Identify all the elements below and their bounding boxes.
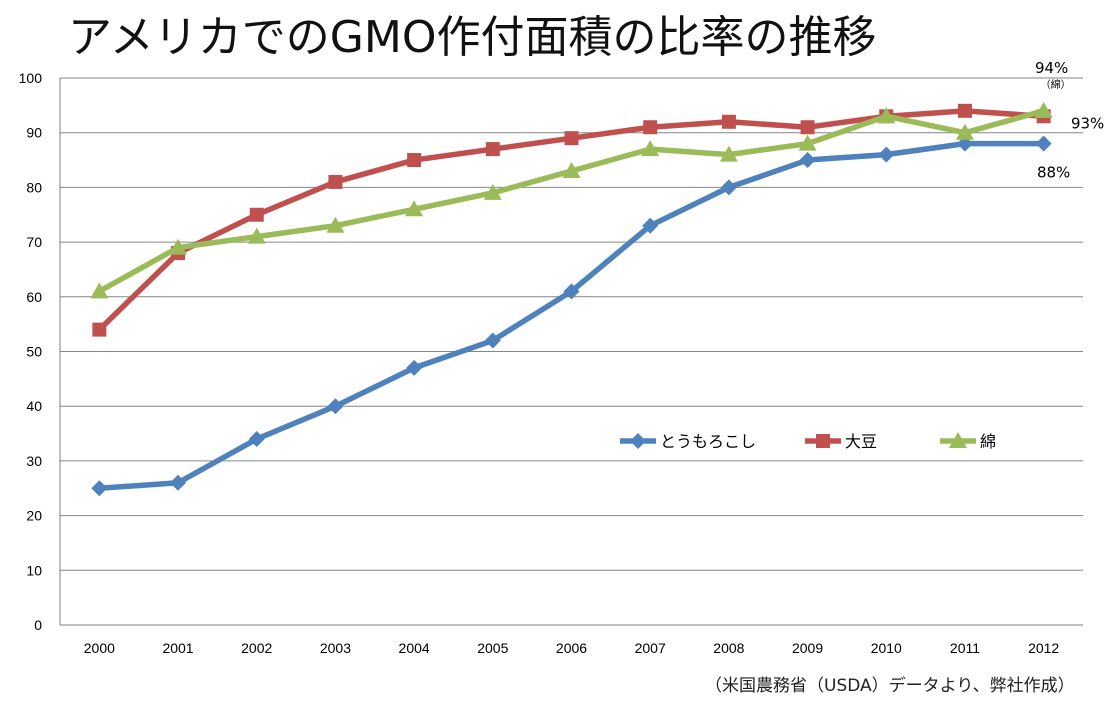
x-tick-label: 2011 (950, 640, 980, 656)
data-point (800, 120, 815, 135)
y-tick-label: 0 (34, 617, 42, 633)
y-tick-label: 60 (26, 289, 42, 305)
data-annotation: 94% (1035, 59, 1068, 77)
data-point (249, 207, 264, 222)
legend-label: 大豆 (845, 432, 877, 451)
data-point (169, 238, 188, 255)
legend-item: とうもろこし (620, 432, 756, 451)
data-point (562, 161, 581, 178)
x-tick-label: 2008 (713, 640, 744, 656)
data-point (407, 153, 422, 168)
legend-label: 綿 (980, 432, 996, 451)
series-line (96, 140, 1047, 491)
series-group (90, 101, 1053, 497)
legend-item: 綿 (940, 432, 996, 451)
data-point (1035, 135, 1052, 152)
data-point (798, 134, 817, 151)
y-tick-label: 100 (19, 70, 43, 86)
data-point (326, 216, 345, 233)
data-point (90, 282, 109, 299)
x-tick-label: 2010 (871, 640, 902, 656)
x-tick-label: 2004 (399, 640, 430, 656)
chart-title: アメリカでのGMO作付面積の比率の推移 (68, 12, 877, 63)
data-point (328, 174, 343, 189)
series-2 (90, 101, 1053, 299)
data-point (641, 140, 660, 157)
data-point (643, 120, 658, 135)
series-0 (91, 135, 1052, 497)
legend-label: とうもろこし (660, 432, 756, 451)
y-tick-label: 40 (26, 398, 42, 414)
legend-marker (816, 434, 830, 448)
data-point (248, 431, 265, 448)
x-tick-label: 2002 (241, 640, 272, 656)
data-point (878, 146, 895, 163)
x-tick-label: 2000 (84, 640, 115, 656)
data-point (799, 152, 816, 169)
y-tick-label: 90 (26, 125, 42, 141)
data-point (483, 183, 502, 200)
data-point (877, 107, 896, 124)
data-point (1034, 101, 1053, 118)
x-tick-label: 2007 (635, 640, 666, 656)
legend-item: 大豆 (805, 432, 877, 451)
data-point (719, 145, 738, 162)
x-tick-label: 2001 (162, 640, 193, 656)
data-annotation: 93% (1071, 114, 1104, 132)
x-tick-label: 2006 (556, 640, 587, 656)
y-tick-label: 80 (26, 179, 42, 195)
y-tick-label: 30 (26, 453, 42, 469)
y-tick-label: 10 (26, 562, 42, 578)
data-point (170, 474, 187, 491)
data-point (327, 398, 344, 415)
data-point (955, 123, 974, 140)
y-tick-label: 70 (26, 234, 42, 250)
data-point (484, 332, 501, 349)
data-point (721, 114, 736, 129)
data-point (91, 480, 108, 497)
y-axis-ticks: 0 10 20 30 40 50 60 70 80 90 100 (19, 70, 43, 633)
source-note: （米国農務省（USDA）データより、弊社作成） (705, 676, 1075, 696)
legend-marker (630, 433, 646, 449)
data-point (485, 142, 500, 157)
x-tick-label: 2005 (477, 640, 508, 656)
y-tick-label: 20 (26, 508, 42, 524)
x-tick-label: 2009 (792, 640, 823, 656)
data-point (563, 283, 580, 300)
gridlines (59, 77, 1083, 626)
x-tick-label: 2003 (320, 640, 351, 656)
data-point (564, 131, 579, 146)
x-tick-label: 2012 (1028, 640, 1059, 656)
data-point (720, 179, 737, 196)
legend-marker (949, 432, 967, 448)
annotations: 94%（綿） 93% 88% (1035, 59, 1104, 182)
x-axis-ticks: 2000 2001 2002 2003 2004 2005 2006 2007 2008 2009… (84, 640, 1060, 656)
data-annotation: 88% (1037, 164, 1070, 182)
legend: とうもろこし 大豆 綿 (620, 432, 996, 451)
y-tick-label: 50 (26, 344, 42, 360)
data-annotation-sub: （綿） (1041, 78, 1071, 91)
data-point (92, 322, 107, 337)
data-point (406, 359, 423, 376)
data-point (405, 200, 424, 217)
data-point (642, 217, 659, 234)
data-point (957, 103, 972, 118)
series-1 (92, 103, 1051, 337)
data-point (247, 227, 266, 244)
